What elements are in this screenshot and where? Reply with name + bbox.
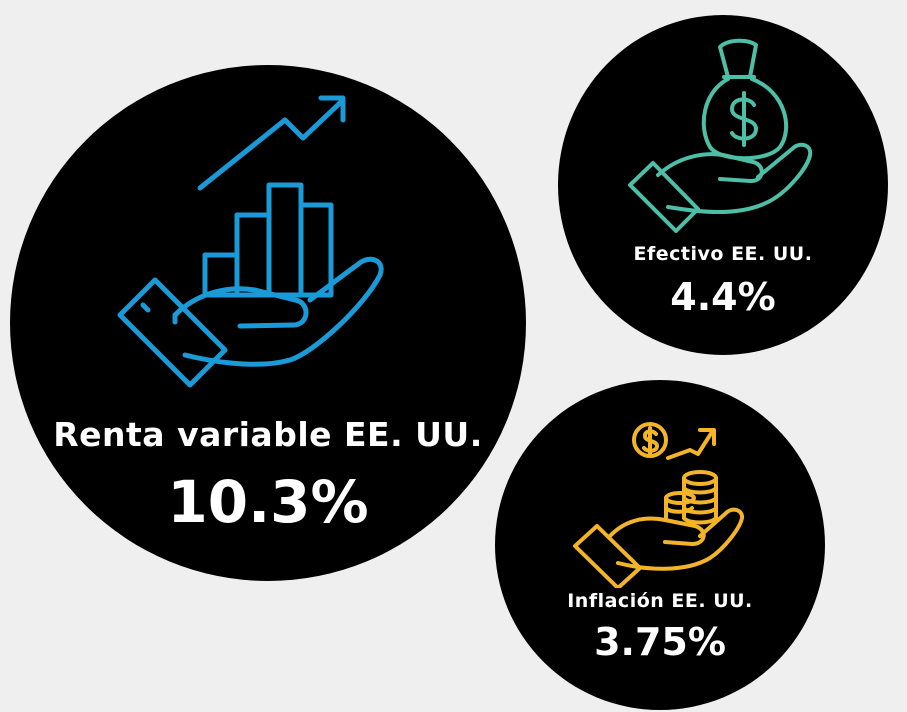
inflation-card: Inflación EE. UU. 3.75% xyxy=(495,380,825,710)
hand-coins-dollar-icon xyxy=(573,422,744,588)
cash-label: Efectivo EE. UU. xyxy=(633,243,813,265)
equity-label: Renta variable EE. UU. xyxy=(53,415,483,454)
cash-value: 4.4% xyxy=(670,275,776,319)
equity-value: 10.3% xyxy=(167,468,369,536)
inflation-label: Inflación EE. UU. xyxy=(567,590,753,612)
inflation-value: 3.75% xyxy=(594,620,726,664)
hand-growth-chart-icon xyxy=(117,95,384,388)
equity-card: Renta variable EE. UU. 10.3% xyxy=(10,65,526,581)
cash-card: Efectivo EE. UU. 4.4% xyxy=(558,15,888,355)
hand-money-bag-icon xyxy=(628,38,813,233)
